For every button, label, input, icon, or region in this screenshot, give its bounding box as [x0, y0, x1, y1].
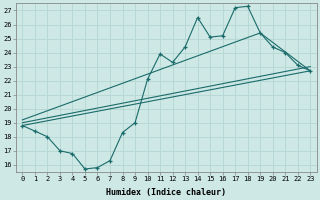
X-axis label: Humidex (Indice chaleur): Humidex (Indice chaleur)	[106, 188, 226, 197]
